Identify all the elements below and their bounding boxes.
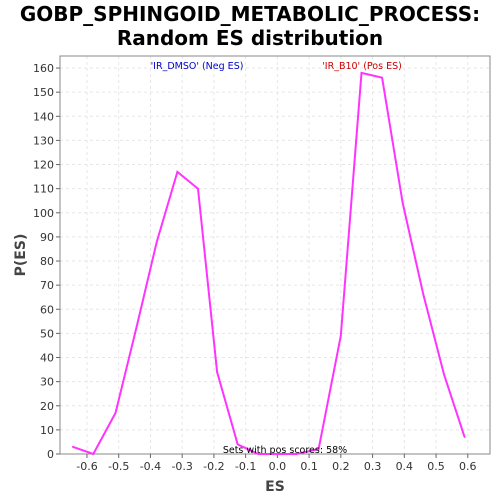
y-tick-label: 60 xyxy=(40,303,54,316)
annotation-pos-scores: Sets with pos scores: 58% xyxy=(223,445,347,456)
data-point xyxy=(340,335,342,337)
series-line xyxy=(72,71,466,456)
data-point xyxy=(155,240,158,243)
y-tick-label: 20 xyxy=(40,400,54,413)
x-tick-label: 0.0 xyxy=(269,460,287,473)
data-point xyxy=(276,453,279,455)
data-point xyxy=(401,202,404,204)
data-point xyxy=(422,294,425,296)
data-point xyxy=(443,373,445,376)
y-tick-label: 90 xyxy=(40,231,54,244)
x-tick-label: 0.3 xyxy=(364,460,382,473)
y-tick-label: 160 xyxy=(33,62,54,75)
data-point xyxy=(463,436,466,438)
data-point xyxy=(114,412,117,414)
data-point xyxy=(216,371,218,373)
data-point xyxy=(197,187,199,190)
y-tick-label: 120 xyxy=(33,159,54,172)
y-axis-label: P(ES) xyxy=(13,234,29,277)
chart-title-line2: Random ES distribution xyxy=(116,26,384,50)
y-tick-label: 130 xyxy=(33,134,54,147)
x-tick-label: 0.1 xyxy=(300,460,318,473)
annotation-neg-es: 'IR_DMSO' (Neg ES) xyxy=(151,61,244,72)
chart-title: GOBP_SPHINGOID_METABOLIC_PROCESS: Random… xyxy=(0,2,500,50)
y-tick-label: 110 xyxy=(33,183,54,196)
x-tick-label: -0.5 xyxy=(108,460,129,473)
data-point xyxy=(257,453,260,455)
x-tick-label: -0.2 xyxy=(203,460,224,473)
x-tick-label: -0.4 xyxy=(140,460,161,473)
data-point xyxy=(176,170,179,173)
data-point xyxy=(360,72,363,74)
y-tick-label: 140 xyxy=(33,110,54,123)
annotation-pos-es: 'IR_B10' (Pos ES) xyxy=(322,61,402,72)
y-tick-label: 10 xyxy=(40,424,54,437)
y-tick-label: 70 xyxy=(40,279,54,292)
x-tick-label: -0.6 xyxy=(76,460,97,473)
x-tick-label: 0.4 xyxy=(396,460,414,473)
x-axis-label: ES xyxy=(265,479,285,495)
y-tick-label: 0 xyxy=(47,448,54,461)
x-tick-label: -0.1 xyxy=(235,460,256,473)
data-point xyxy=(135,327,137,330)
data-point xyxy=(381,76,383,79)
data-point xyxy=(71,445,74,448)
data-point xyxy=(295,453,298,455)
data-point xyxy=(236,443,239,446)
x-tick-label: 0.5 xyxy=(427,460,445,473)
plot-area xyxy=(60,56,490,454)
y-tick-label: 100 xyxy=(33,207,54,220)
y-tick-label: 50 xyxy=(40,327,54,340)
x-tick-label: 0.6 xyxy=(459,460,477,473)
y-tick-label: 150 xyxy=(33,86,54,99)
y-tick-label: 30 xyxy=(40,376,54,389)
chart-title-line1: GOBP_SPHINGOID_METABOLIC_PROCESS: xyxy=(19,2,481,26)
x-tick-label: 0.2 xyxy=(332,460,350,473)
data-point xyxy=(317,448,320,450)
y-tick-label: 80 xyxy=(40,255,54,268)
y-tick-label: 40 xyxy=(40,352,54,365)
data-point xyxy=(92,453,95,455)
x-tick-label: -0.3 xyxy=(171,460,192,473)
